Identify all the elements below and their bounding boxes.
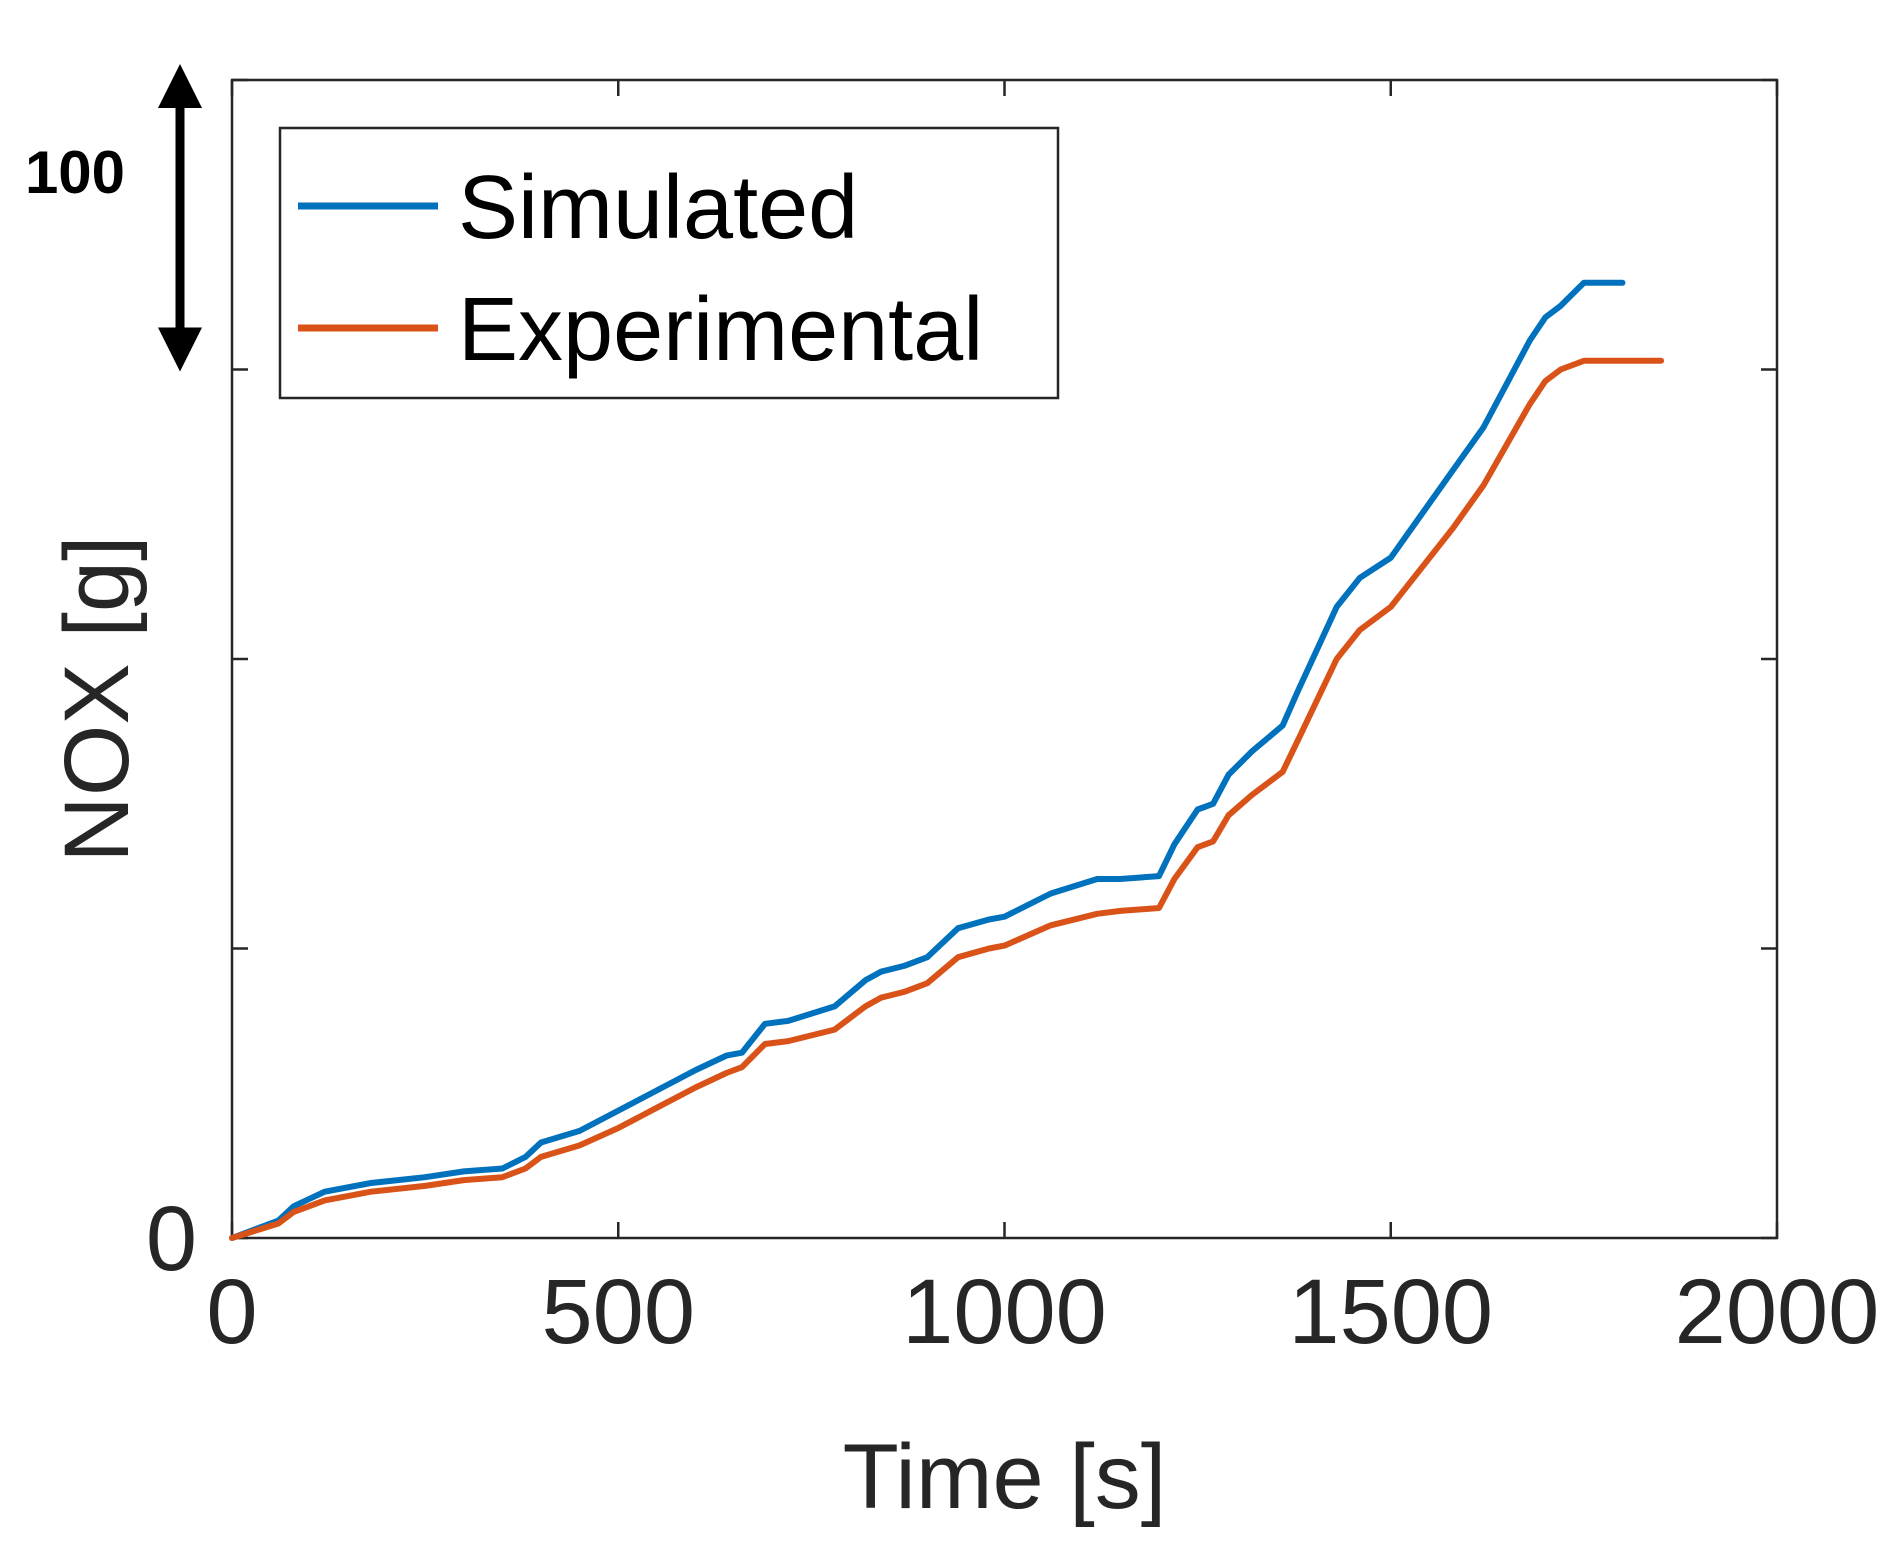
x-tick-label: 0 bbox=[206, 1261, 257, 1363]
y-tick-label: 0 bbox=[146, 1188, 197, 1290]
legend-label-simulated: Simulated bbox=[458, 158, 858, 258]
x-axis-label: Time [s] bbox=[843, 1426, 1167, 1528]
legend-box bbox=[278, 126, 1060, 400]
scale-arrow-head-bottom bbox=[158, 327, 202, 372]
legend: Simulated Experimental bbox=[278, 126, 1060, 400]
x-tick-label: 500 bbox=[542, 1261, 696, 1363]
y-axis-label: NOX [g] bbox=[46, 535, 148, 862]
legend-items: Simulated Experimental bbox=[298, 158, 983, 380]
axis-ticks bbox=[230, 78, 1779, 1240]
series-line-simulated bbox=[229, 279, 1626, 1241]
x-tick-label: 1000 bbox=[902, 1261, 1107, 1363]
series-lines bbox=[229, 279, 1665, 1241]
legend-label-experimental: Experimental bbox=[458, 280, 983, 380]
scale-label: 100 bbox=[25, 139, 125, 206]
scale-arrow-head-top bbox=[158, 64, 202, 108]
scale-bar: 100 bbox=[25, 64, 202, 372]
tick-labels: 0 500 1000 1500 2000 0 bbox=[146, 1188, 1880, 1363]
x-tick-label: 1500 bbox=[1288, 1261, 1493, 1363]
x-tick-label: 2000 bbox=[1675, 1261, 1880, 1363]
series-line-experimental bbox=[229, 357, 1665, 1241]
